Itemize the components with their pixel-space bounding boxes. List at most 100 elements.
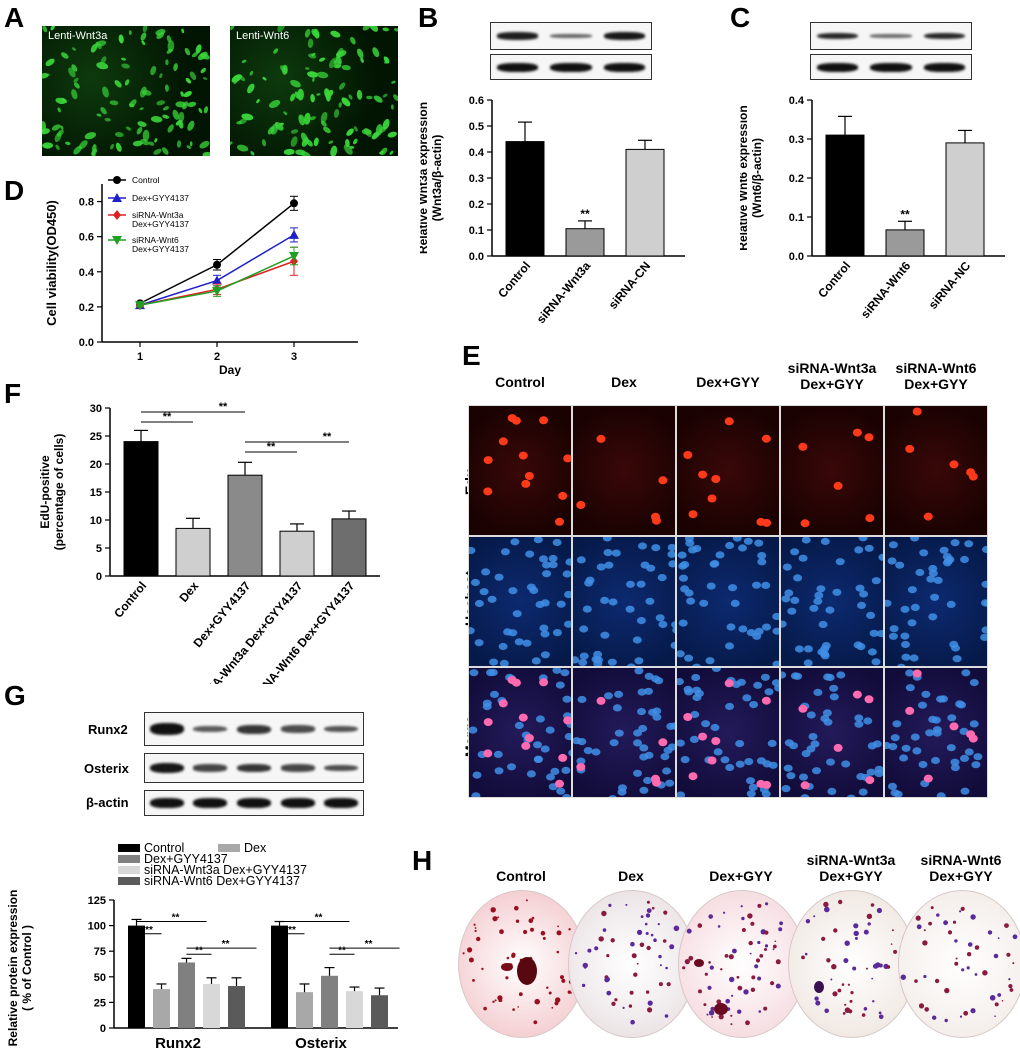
blot-label-runx2: Runx2 — [88, 722, 128, 737]
significance-label: ** — [900, 207, 910, 221]
nucleus — [981, 626, 987, 634]
cell — [373, 95, 383, 103]
nucleus — [760, 673, 770, 681]
nuclei-overlay — [781, 671, 883, 797]
y-tick-label: 25 — [94, 997, 106, 1009]
nucleus — [672, 626, 675, 634]
cell — [353, 138, 358, 145]
nucleus — [533, 755, 543, 763]
western-blot-beta-actin-g — [144, 790, 364, 816]
nucleus — [614, 729, 624, 737]
y-tick-label: 100 — [88, 921, 106, 933]
cell — [140, 86, 147, 98]
edu-positive-nucleus — [498, 437, 508, 446]
stain-spot — [893, 949, 898, 954]
stain-spot — [724, 954, 729, 958]
cell — [180, 91, 185, 97]
nucleus — [607, 658, 617, 666]
blot-band — [149, 723, 184, 735]
edu-positive-nucleus — [596, 696, 606, 705]
microscopy-image — [468, 536, 572, 667]
nucleus — [921, 690, 931, 698]
nucleus — [634, 668, 644, 675]
cell — [42, 26, 48, 33]
cell — [250, 151, 255, 156]
stain-spot — [530, 927, 534, 932]
y-tick-label: 30 — [90, 403, 102, 415]
cell — [339, 82, 346, 90]
edu-positive-nucleus — [558, 491, 568, 500]
nucleus — [531, 657, 541, 665]
stain-nodule — [714, 1003, 728, 1015]
nucleus — [854, 546, 864, 554]
nucleus — [640, 561, 650, 569]
legend-label: siRNA-Wnt3a Dex+GYY4137 — [144, 863, 307, 877]
nucleus — [790, 548, 800, 556]
data-point — [213, 260, 221, 269]
stain-spot — [847, 983, 850, 986]
nucleus — [711, 668, 721, 672]
nucleus — [625, 605, 635, 613]
edu-positive-nucleus — [576, 763, 586, 771]
nucleus — [748, 783, 758, 791]
stain-spot — [750, 987, 756, 992]
column-header: siRNA-Wnt3a Dex+GYY — [806, 852, 896, 884]
y-tick-label: 0.2 — [79, 302, 94, 314]
nucleus — [643, 776, 653, 785]
cell — [166, 35, 172, 43]
stain-spot — [725, 998, 730, 1004]
stain-spot — [757, 940, 761, 945]
nucleus — [591, 748, 601, 756]
edu-positive-nucleus — [905, 706, 915, 715]
stain-spot — [518, 992, 523, 997]
nucleus — [634, 657, 644, 665]
significance-label: ** — [172, 913, 180, 924]
western-blot-beta-actin-c — [810, 54, 972, 80]
microscopy-image — [780, 536, 884, 667]
blot-band — [324, 798, 359, 808]
cells-overlay — [230, 26, 398, 156]
edu-positive-nucleus — [683, 713, 693, 721]
edu-positive-nucleus — [864, 695, 874, 704]
nucleus — [726, 623, 736, 631]
nucleus — [973, 753, 983, 761]
bar — [331, 518, 367, 577]
nucleus — [889, 625, 899, 633]
stain-spot — [876, 907, 882, 914]
nucleus — [783, 764, 793, 772]
cell — [320, 111, 328, 123]
edu-positive-nucleus — [756, 517, 766, 526]
cell — [136, 126, 143, 135]
nucleus — [540, 745, 550, 753]
y-axis-label: ( % of Control ) — [20, 925, 34, 1011]
stain-spot — [631, 953, 637, 959]
stain-spot — [764, 930, 769, 935]
group-label: Osterix — [295, 1035, 347, 1051]
nucleus — [713, 748, 723, 756]
legend-label: Dex+GYY4137 — [132, 193, 189, 203]
bar-chart-protein-expression: 0 25 50 75 100 125 ** ** ** ** Runx2 ** ** ** ** Osteri… — [6, 841, 400, 1051]
nuclei-overlay — [885, 537, 987, 666]
y-tick-label: 0.0 — [789, 251, 804, 263]
nucleus — [499, 659, 509, 666]
stain-spot — [636, 962, 639, 965]
nucleus — [754, 539, 764, 547]
nucleus — [936, 695, 946, 703]
nucleus — [556, 600, 566, 608]
nucleus — [808, 733, 818, 741]
stain-spot — [561, 978, 566, 983]
stain-spot — [1012, 962, 1015, 965]
nucleus — [552, 668, 562, 674]
cell — [162, 147, 169, 155]
edu-positive-nucleus — [524, 734, 534, 742]
nucleus — [540, 651, 550, 659]
cell — [102, 86, 109, 98]
stain-spot — [709, 965, 714, 970]
cell — [72, 47, 76, 51]
cell — [165, 59, 169, 66]
stain-spot — [570, 992, 572, 994]
blot-band — [816, 62, 859, 72]
stain-spot — [997, 937, 1000, 939]
cell — [382, 93, 388, 98]
nucleus — [981, 580, 987, 588]
